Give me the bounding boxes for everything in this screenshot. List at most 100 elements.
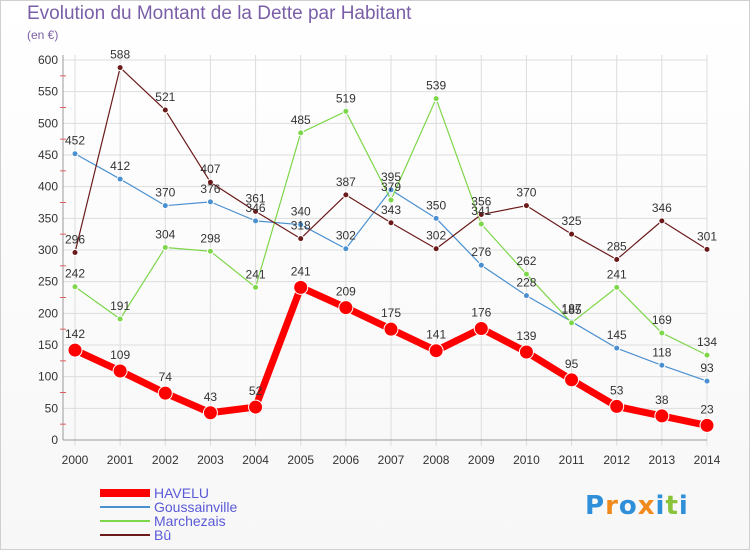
data-point-b-: [342, 191, 350, 199]
data-point-goussainville: [613, 344, 621, 352]
data-label-marchezais: 241: [607, 267, 627, 281]
data-label-havelu: 74: [159, 370, 173, 384]
x-tick-label: 2005: [287, 453, 314, 467]
data-label-b-: 302: [426, 229, 446, 243]
data-point-marchezais: [522, 270, 530, 278]
data-point-marchezais: [297, 129, 305, 137]
data-point-goussainville: [477, 261, 485, 269]
data-point-goussainville: [658, 361, 666, 369]
legend-label: Bû: [154, 527, 172, 543]
data-label-goussainville: 370: [155, 186, 175, 200]
data-label-havelu: 241: [291, 264, 311, 278]
legend-swatch: [100, 506, 150, 508]
data-point-b-: [477, 211, 485, 219]
data-point-havelu: [518, 344, 534, 360]
x-tick-label: 2012: [603, 453, 630, 467]
y-tick-label: 100: [38, 370, 58, 384]
data-label-havelu: 176: [471, 306, 491, 320]
data-point-b-: [206, 178, 214, 186]
logo-letter: t: [665, 491, 679, 521]
data-point-goussainville: [161, 202, 169, 210]
x-tick-label: 2009: [468, 453, 495, 467]
x-tick-label: 2011: [559, 453, 585, 467]
data-label-goussainville: 350: [426, 198, 446, 212]
data-point-goussainville: [703, 377, 711, 385]
data-point-havelu: [202, 405, 218, 421]
y-tick-label: 150: [38, 338, 58, 352]
data-label-marchezais: 304: [155, 227, 175, 241]
data-point-marchezais: [568, 319, 576, 327]
legend-label: Marchezais: [154, 513, 226, 529]
data-label-havelu: 95: [565, 357, 579, 371]
data-point-b-: [568, 230, 576, 238]
data-point-b-: [703, 245, 711, 253]
x-tick-label: 2003: [197, 453, 224, 467]
data-point-b-: [432, 245, 440, 253]
data-point-marchezais: [161, 243, 169, 251]
data-label-marchezais: 262: [516, 254, 536, 268]
data-point-goussainville: [522, 292, 530, 300]
x-tick-label: 2001: [107, 453, 134, 467]
logo-letter: i: [678, 491, 689, 521]
y-tick-label: 50: [45, 401, 59, 415]
data-point-b-: [658, 217, 666, 225]
data-point-goussainville: [432, 214, 440, 222]
logo-letter: P: [585, 491, 606, 521]
data-label-marchezais: 519: [336, 91, 356, 105]
data-point-goussainville: [116, 175, 124, 183]
data-point-marchezais: [432, 95, 440, 103]
legend-label: HAVELU: [154, 485, 209, 501]
data-label-marchezais: 242: [65, 267, 85, 281]
data-point-marchezais: [477, 220, 485, 228]
data-point-havelu: [428, 343, 444, 359]
data-point-marchezais: [342, 107, 350, 115]
data-point-havelu: [338, 300, 354, 316]
data-label-marchezais: 539: [426, 79, 446, 93]
data-label-b-: 346: [652, 201, 672, 215]
proxiti-logo: Proxiti: [585, 491, 689, 521]
data-label-b-: 356: [471, 195, 491, 209]
data-label-havelu: 139: [516, 329, 536, 343]
data-point-havelu: [383, 321, 399, 337]
data-label-goussainville: 228: [516, 276, 536, 290]
y-tick-label: 250: [38, 275, 58, 289]
data-label-marchezais: 298: [200, 231, 220, 245]
data-point-marchezais: [613, 283, 621, 291]
legend-swatch: [100, 489, 150, 497]
data-label-b-: 285: [607, 240, 627, 254]
data-point-b-: [161, 106, 169, 114]
logo-letter: r: [605, 491, 619, 521]
data-label-b-: 318: [291, 219, 311, 233]
x-tick-label: 2007: [378, 453, 405, 467]
y-tick-label: 500: [38, 116, 58, 130]
data-label-marchezais: 341: [471, 204, 491, 218]
data-label-goussainville: 118: [652, 345, 671, 359]
data-point-goussainville: [71, 150, 79, 158]
data-point-goussainville: [342, 245, 350, 253]
data-label-marchezais: 185: [562, 303, 582, 317]
data-point-havelu: [654, 408, 670, 424]
data-label-goussainville: 276: [471, 245, 491, 259]
y-tick-label: 550: [38, 85, 58, 99]
legend-swatch: [100, 520, 150, 522]
data-point-havelu: [473, 321, 489, 337]
data-label-marchezais: 134: [697, 335, 717, 349]
data-label-havelu: 175: [381, 306, 401, 320]
data-label-marchezais: 169: [652, 313, 672, 327]
data-label-b-: 296: [65, 233, 85, 247]
y-tick-label: 0: [51, 433, 58, 447]
data-label-havelu: 142: [65, 327, 85, 341]
data-label-b-: 361: [246, 191, 266, 205]
data-label-b-: 343: [381, 203, 401, 217]
data-label-b-: 407: [200, 162, 220, 176]
data-label-marchezais: 485: [291, 113, 311, 127]
data-point-marchezais: [116, 315, 124, 323]
data-point-marchezais: [658, 329, 666, 337]
data-point-goussainville: [297, 221, 305, 229]
x-tick-label: 2000: [62, 453, 89, 467]
data-label-b-: 588: [110, 48, 130, 62]
y-tick-label: 400: [38, 180, 58, 194]
data-point-marchezais: [71, 283, 79, 291]
x-tick-label: 2008: [423, 453, 450, 467]
data-label-marchezais: 191: [110, 299, 130, 313]
